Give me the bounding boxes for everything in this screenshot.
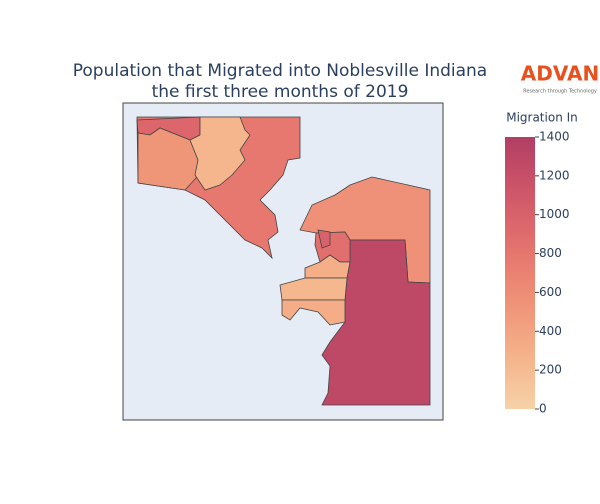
chart-title: Population that Migrated into Noblesvill… (73, 61, 487, 81)
colorbar-tick-label: 1400 (539, 130, 570, 144)
region (317, 229, 331, 249)
colorbar-tick-label: 600 (539, 285, 562, 299)
colorbar-tick-label: 1000 (539, 207, 570, 221)
colorbar-tick-label: 200 (539, 363, 562, 377)
colorbar-tick-label: 0 (539, 402, 547, 416)
logo: ADVAN (521, 62, 599, 86)
logo-tagline: Research through Technology (523, 89, 597, 95)
colorbar-tick-label: 1200 (539, 168, 570, 182)
colorbar (505, 137, 535, 409)
chart-title: the first three months of 2019 (152, 82, 409, 102)
colorbar-tick-label: 800 (539, 246, 562, 260)
region (281, 299, 346, 326)
colorbar-tick-label: 400 (539, 324, 562, 338)
colorbar-title: Migration In (506, 111, 578, 125)
region (189, 116, 251, 191)
